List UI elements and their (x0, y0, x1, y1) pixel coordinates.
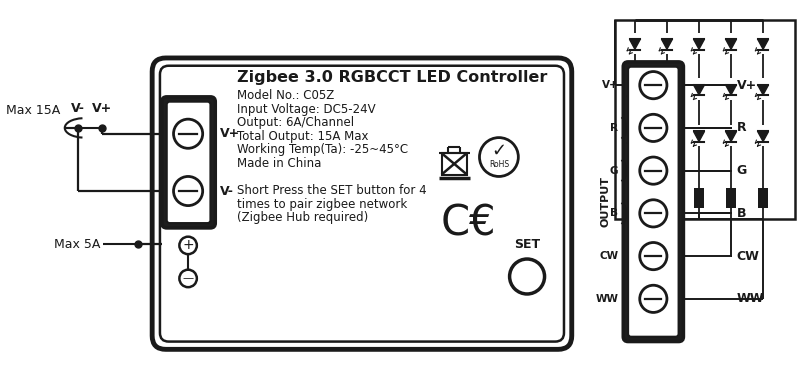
FancyBboxPatch shape (623, 62, 683, 342)
Circle shape (640, 157, 667, 184)
Text: CW: CW (737, 250, 760, 263)
Text: V+: V+ (602, 80, 618, 90)
Polygon shape (694, 85, 704, 95)
Text: Short Press the SET button for 4: Short Press the SET button for 4 (237, 184, 426, 197)
Text: Max 15A: Max 15A (6, 104, 60, 117)
Text: V-: V- (71, 102, 86, 115)
Polygon shape (630, 40, 640, 49)
Polygon shape (630, 85, 640, 95)
Text: G: G (610, 166, 618, 175)
FancyBboxPatch shape (166, 102, 210, 223)
Polygon shape (758, 132, 768, 141)
Text: times to pair zigbee network: times to pair zigbee network (237, 198, 407, 211)
Text: OUTPUT: OUTPUT (601, 176, 610, 227)
Text: G: G (737, 164, 747, 177)
Text: Input Voltage: DC5-24V: Input Voltage: DC5-24V (237, 103, 375, 116)
Circle shape (174, 119, 202, 148)
Polygon shape (726, 40, 736, 49)
Text: Total Output: 15A Max: Total Output: 15A Max (237, 130, 368, 143)
Circle shape (179, 237, 197, 254)
Bar (630, 188, 640, 207)
Circle shape (479, 137, 518, 177)
Polygon shape (726, 132, 736, 141)
FancyBboxPatch shape (628, 67, 678, 337)
Circle shape (179, 270, 197, 287)
Circle shape (640, 243, 667, 270)
Text: WW: WW (737, 292, 764, 305)
Polygon shape (662, 132, 672, 141)
Bar (726, 188, 736, 207)
Text: V+: V+ (737, 79, 757, 92)
Circle shape (640, 114, 667, 141)
Text: Working Temp(Ta): -25~45°C: Working Temp(Ta): -25~45°C (237, 144, 408, 156)
Text: Model No.: C05Z: Model No.: C05Z (237, 89, 334, 102)
Text: ✓: ✓ (491, 142, 506, 160)
Text: +: + (182, 238, 194, 252)
Text: (Zigbee Hub required): (Zigbee Hub required) (237, 212, 368, 224)
Circle shape (510, 259, 545, 294)
Text: R: R (610, 123, 618, 133)
Text: Made in China: Made in China (237, 157, 321, 170)
Bar (662, 188, 672, 207)
Polygon shape (694, 132, 704, 141)
Text: Output: 6A/Channel: Output: 6A/Channel (237, 116, 354, 129)
Bar (615, 20, 795, 219)
Bar (758, 188, 768, 207)
Circle shape (174, 177, 202, 205)
Polygon shape (758, 40, 768, 49)
Bar (442, 153, 467, 174)
Text: Zigbee 3.0 RGBCCT LED Controller: Zigbee 3.0 RGBCCT LED Controller (237, 70, 547, 84)
Circle shape (640, 285, 667, 313)
Polygon shape (630, 132, 640, 141)
Polygon shape (758, 85, 768, 95)
Text: C€: C€ (441, 202, 496, 244)
Text: B: B (737, 207, 746, 220)
Text: —: — (182, 273, 194, 283)
Text: INPUT: INPUT (186, 144, 196, 182)
Text: V+: V+ (220, 127, 241, 140)
Text: V-: V- (220, 185, 234, 197)
Polygon shape (694, 40, 704, 49)
FancyBboxPatch shape (152, 58, 572, 349)
Text: CW: CW (599, 251, 618, 261)
Bar (694, 188, 704, 207)
FancyBboxPatch shape (162, 97, 215, 228)
Text: B: B (610, 209, 618, 218)
Text: WW: WW (595, 294, 618, 304)
Text: SET: SET (514, 238, 540, 251)
Circle shape (640, 200, 667, 227)
Circle shape (640, 71, 667, 99)
Text: V+: V+ (91, 102, 112, 115)
Text: RoHS: RoHS (489, 160, 509, 169)
Text: R: R (737, 121, 746, 134)
Text: Max 5A: Max 5A (54, 238, 101, 251)
Polygon shape (726, 85, 736, 95)
Polygon shape (662, 85, 672, 95)
Polygon shape (662, 40, 672, 49)
